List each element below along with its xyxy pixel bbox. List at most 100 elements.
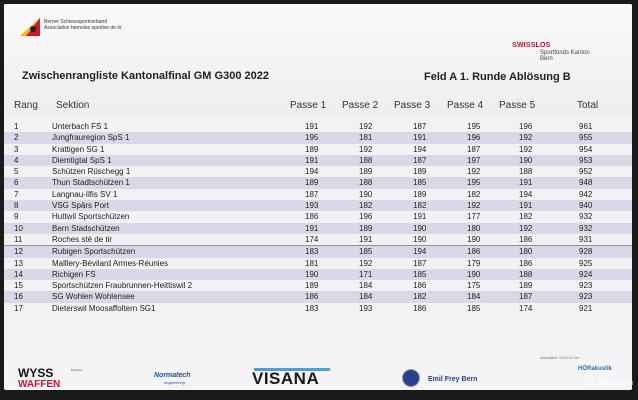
cell-total: 940	[579, 201, 592, 211]
col-header-passe-3: Passe 3	[394, 100, 430, 111]
cell-p5: 186	[519, 259, 532, 269]
emil-frey-badge-icon	[402, 369, 420, 387]
cell-rank: 5	[14, 167, 18, 177]
cell-section: Richigen FS	[52, 270, 96, 280]
cell-p4: 197	[467, 156, 480, 166]
cell-p2: 189	[359, 224, 372, 234]
cell-p5: 191	[519, 178, 532, 188]
cell-total: 942	[579, 190, 592, 200]
cell-section: Schützen Rüschegg 1	[52, 167, 130, 177]
cell-rank: 11	[14, 235, 22, 245]
cell-total: 961	[579, 122, 592, 132]
ranking-table: 1 Unterbach FS 1 191 192 187 195 196 961 2 Jungfr…	[4, 121, 632, 314]
cell-section: Rubigen Sportschützen	[52, 247, 135, 257]
cell-p4: 177	[467, 212, 480, 222]
col-header-passe-5: Passe 5	[499, 100, 535, 111]
cell-p4: 190	[467, 235, 480, 245]
cell-p2: 192	[359, 122, 372, 132]
cell-p2: 189	[359, 167, 372, 177]
cell-total: 948	[579, 178, 592, 188]
col-header-total: Total	[577, 100, 598, 111]
cell-p3: 190	[413, 235, 426, 245]
cell-p3: 187	[413, 122, 426, 132]
table-row: 15 Sportschützen Fraubrunnen-Heittiswil 2…	[4, 280, 632, 291]
cell-total: 932	[579, 212, 592, 222]
cell-p4: 186	[467, 247, 480, 257]
cell-rank: 12	[14, 247, 23, 257]
scoreboard-screen: Berner Schiesssportverband Association b…	[4, 4, 632, 390]
cell-p4: 180	[467, 224, 480, 234]
cell-p1: 183	[305, 247, 318, 257]
cell-total: 954	[579, 145, 592, 155]
cell-rank: 10	[14, 224, 23, 234]
cell-p1: 183	[305, 304, 318, 314]
cell-rank: 8	[14, 201, 18, 211]
cell-rank: 1	[14, 122, 18, 132]
cell-p5: 192	[519, 145, 532, 155]
cell-p3: 189	[413, 167, 426, 177]
cell-p1: 189	[305, 145, 318, 155]
cell-total: 952	[579, 167, 592, 177]
cell-rank: 9	[14, 212, 18, 222]
col-header-passe-4: Passe 4	[447, 100, 483, 111]
table-row: 3 Krattigen SG 1 189 192 194 187 192 954	[4, 144, 632, 155]
cell-section: SG Wohlen Wohlensee	[52, 292, 135, 302]
cell-section: Roches sté de tir	[52, 235, 112, 245]
cell-p1: 187	[305, 190, 318, 200]
association-logo-icon	[20, 18, 40, 36]
cell-p2: 188	[359, 156, 372, 166]
table-row: 7 Langnau-Ilfis SV 1 187 190 189 182 194 942	[4, 189, 632, 200]
cell-p2: 196	[359, 212, 372, 222]
table-row: 1 Unterbach FS 1 191 192 187 195 196 961	[4, 121, 632, 132]
cell-total: 931	[579, 235, 592, 245]
cell-p3: 186	[413, 304, 426, 314]
cell-rank: 7	[14, 190, 18, 200]
cell-p4: 185	[467, 304, 480, 314]
cell-p5: 189	[519, 281, 532, 291]
table-row: 17 Dieterswil Moosaffoltern SG1 183 193 186 1…	[4, 303, 632, 314]
table-row: 8 VSG Spärs Port 193 182 182 192 191 940	[4, 200, 632, 211]
cell-p3: 185	[413, 270, 426, 280]
cell-p1: 186	[305, 212, 318, 222]
visana-logo: VISANA	[252, 369, 319, 389]
cell-p2: 188	[359, 178, 372, 188]
cell-p2: 181	[359, 133, 372, 143]
cell-p5: 182	[519, 212, 532, 222]
cell-p5: 194	[519, 190, 532, 200]
cell-total: 921	[579, 304, 592, 314]
cell-p3: 191	[413, 212, 426, 222]
cell-rank: 14	[14, 270, 23, 280]
normatech-logo: Normatech	[154, 372, 191, 379]
cell-p2: 182	[359, 201, 372, 211]
cell-p1: 191	[305, 156, 318, 166]
cell-p2: 184	[359, 281, 372, 291]
cell-rank: 6	[14, 178, 18, 188]
table-row: 9 Huttwil Sportschützen 186 196 191 177 182 932	[4, 211, 632, 222]
cell-p3: 194	[413, 145, 426, 155]
cell-section: Malllery-Bévilard Armes-Réunies	[52, 259, 168, 269]
col-header-rank: Rang	[14, 100, 38, 111]
table-row: 10 Bern Stadschützen 191 189 190 180 192 932	[4, 223, 632, 234]
cell-p5: 180	[519, 247, 532, 257]
cell-p4: 195	[467, 178, 480, 188]
cell-rank: 15	[14, 281, 23, 291]
cell-p1: 190	[305, 270, 318, 280]
cell-p1: 189	[305, 178, 318, 188]
cell-section: Sportschützen Fraubrunnen-Heittiswil 2	[52, 281, 192, 291]
cell-rank: 4	[14, 156, 18, 166]
cell-section: Krattigen SG 1	[52, 145, 104, 155]
cell-p2: 190	[359, 190, 372, 200]
table-row: 4 Diemtigtal SpS 1 191 188 187 197 190 953	[4, 155, 632, 166]
cell-p4: 179	[467, 259, 480, 269]
table-row: 16 SG Wohlen Wohlensee 186 184 182 184 187 923	[4, 291, 632, 302]
cell-section: Dieterswil Moosaffoltern SG1	[52, 304, 155, 314]
cell-p1: 191	[305, 224, 318, 234]
cell-p5: 191	[519, 201, 532, 211]
cell-p4: 182	[467, 190, 480, 200]
page-title: Zwischenrangliste Kantonalfinal GM G300 …	[22, 70, 269, 82]
cell-p2: 192	[359, 145, 372, 155]
org-name-fr: Association bernoise sportive de tir	[44, 25, 184, 31]
cell-section: VSG Spärs Port	[52, 201, 109, 211]
cell-p2: 184	[359, 292, 372, 302]
org-name: Berner Schiesssportverband Association b…	[44, 19, 184, 31]
